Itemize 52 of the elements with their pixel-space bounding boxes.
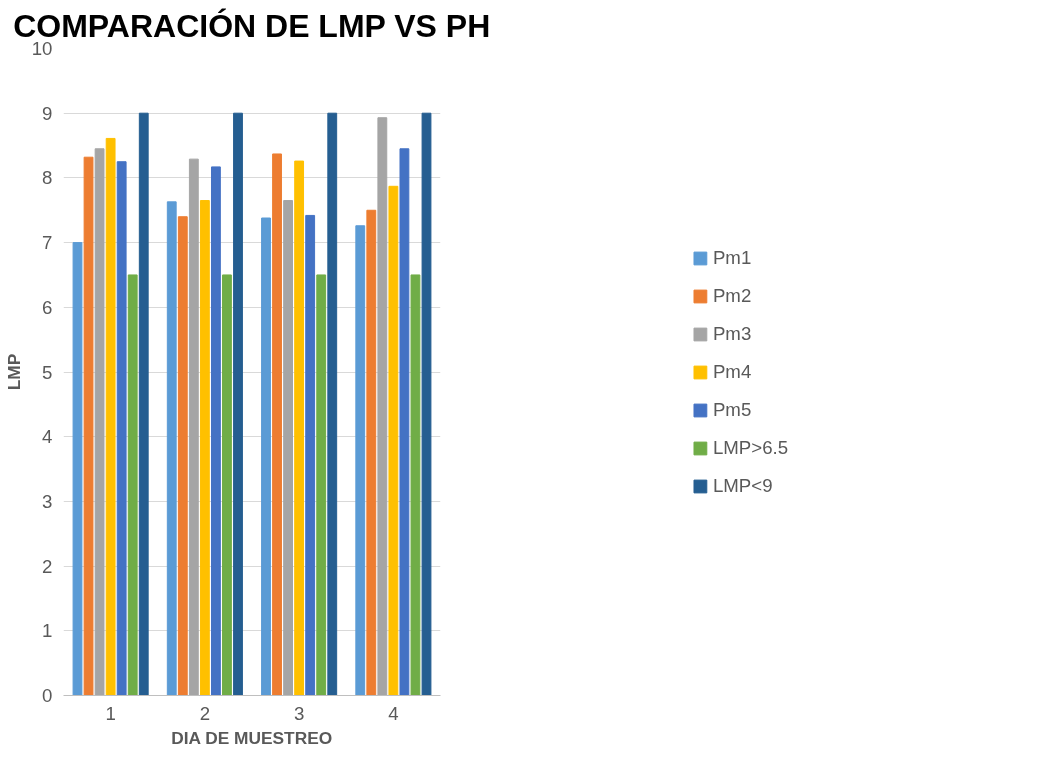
legend-label: LMP>6.5 <box>712 436 789 459</box>
bar <box>211 166 221 696</box>
bar <box>261 217 271 696</box>
x-tick-label: 4 <box>388 702 399 724</box>
bar <box>399 148 410 696</box>
bar <box>294 160 305 696</box>
bar <box>116 161 127 696</box>
legend-label: LMP<9 <box>712 474 773 497</box>
bar <box>83 156 94 696</box>
x-tick-label: 3 <box>293 702 305 724</box>
x-tick-label: 2 <box>199 702 211 724</box>
y-tick-label: 4 <box>42 426 53 448</box>
bar <box>377 117 388 696</box>
bar <box>222 274 232 696</box>
legend-label: Pm5 <box>712 398 752 421</box>
bar <box>283 200 293 696</box>
bar <box>94 148 105 696</box>
bar <box>272 153 282 696</box>
legend-label: Pm3 <box>712 322 752 345</box>
bar <box>138 112 149 696</box>
y-tick-label: 9 <box>42 102 53 124</box>
y-tick-label: 6 <box>42 296 53 318</box>
bar <box>199 200 210 696</box>
y-axis-title: LMP <box>3 353 24 391</box>
y-tick-label: 5 <box>42 361 53 383</box>
bar <box>72 242 83 696</box>
bar <box>327 112 338 696</box>
bar <box>188 158 199 696</box>
y-tick-label: 3 <box>42 490 53 512</box>
bar <box>316 274 327 696</box>
bar <box>105 137 116 696</box>
y-tick-label: 10 <box>31 38 53 59</box>
bar <box>233 112 243 696</box>
bar <box>177 216 188 696</box>
bar <box>366 209 377 696</box>
y-tick-label: 2 <box>42 555 53 577</box>
legend-label: Pm4 <box>712 360 752 383</box>
legend-label: Pm2 <box>712 284 752 307</box>
y-tick-label: 7 <box>42 232 53 254</box>
y-tick-label: 0 <box>42 685 53 706</box>
legend-label: Pm1 <box>712 246 752 269</box>
y-tick-label: 1 <box>42 620 53 642</box>
bar <box>410 274 421 696</box>
bar <box>305 214 316 696</box>
bar <box>166 201 177 696</box>
bar <box>388 185 399 696</box>
y-tick-label: 8 <box>42 167 53 189</box>
x-axis-title: DIA DE MUESTREO <box>171 727 333 748</box>
bar <box>421 112 432 696</box>
x-tick-label: 1 <box>105 702 116 724</box>
bar <box>127 274 138 696</box>
bar <box>355 225 366 696</box>
